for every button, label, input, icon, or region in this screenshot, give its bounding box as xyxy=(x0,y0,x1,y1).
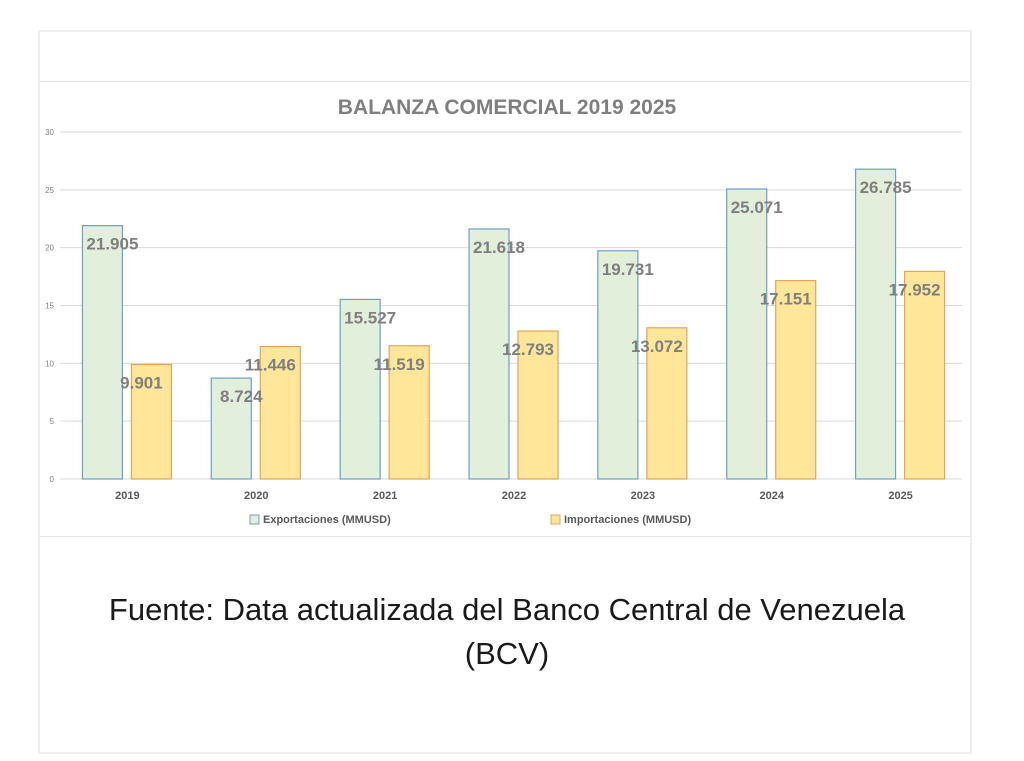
bar-chart: BALANZA COMERCIAL 2019 20250510152025302… xyxy=(45,96,962,526)
bar-importaciones xyxy=(517,330,559,480)
caption-line-1: Fuente: Data actualizada del Banco Centr… xyxy=(108,592,906,627)
legend-label-exportaciones: Exportaciones (MMUSD) xyxy=(263,514,391,526)
x-tick-label: 2022 xyxy=(502,490,526,502)
chart-title: BALANZA COMERCIAL 2019 2025 xyxy=(338,96,677,119)
data-label-importaciones: 13.072 xyxy=(631,337,683,356)
bar-importaciones xyxy=(388,345,430,480)
data-label-exportaciones: 15.527 xyxy=(344,308,396,327)
data-label-exportaciones: 25.071 xyxy=(731,198,783,217)
x-tick-label: 2023 xyxy=(631,490,655,502)
bar-importaciones xyxy=(903,270,946,480)
chart-container: BALANZA COMERCIAL 2019 2025 0 5 10 15 20 25 30 2… xyxy=(40,81,970,537)
y-tick-label: 20 xyxy=(45,244,54,253)
bar-exportaciones xyxy=(339,298,381,480)
bar-importaciones xyxy=(646,327,688,480)
bar-exportaciones xyxy=(468,228,510,480)
bar-importaciones xyxy=(259,346,301,480)
data-label-importaciones: 11.519 xyxy=(374,355,425,374)
bar-exportaciones xyxy=(726,188,768,480)
bar-importaciones xyxy=(775,280,817,480)
bar-importaciones xyxy=(130,363,173,480)
y-tick-label: 15 xyxy=(45,302,54,311)
y-tick-label: 25 xyxy=(45,186,54,195)
data-label-importaciones: 9.901 xyxy=(120,373,163,392)
data-label-importaciones: 17.151 xyxy=(760,290,812,309)
data-label-exportaciones: 26.785 xyxy=(860,178,912,197)
y-tick-label: 0 xyxy=(50,475,55,484)
y-tick-label: 10 xyxy=(45,359,54,368)
y-tick-label: 30 xyxy=(45,128,54,137)
legend-swatch-exportaciones xyxy=(249,514,260,525)
caption-line-2: (BCV) xyxy=(464,636,550,671)
data-label-exportaciones: 8.724 xyxy=(220,387,263,406)
x-tick-label: 2024 xyxy=(759,490,784,502)
bar-exportaciones xyxy=(597,250,639,480)
x-tick-label: 2025 xyxy=(888,490,912,502)
data-label-exportaciones: 21.618 xyxy=(473,238,525,257)
data-label-importaciones: 12.793 xyxy=(502,340,554,359)
data-label-importaciones: 17.952 xyxy=(889,280,941,299)
data-label-exportaciones: 21.905 xyxy=(86,235,138,254)
data-label-exportaciones: 19.731 xyxy=(602,260,654,279)
source-caption: Fuente: Data actualizada del Banco Centr… xyxy=(40,588,974,676)
x-tick-label: 2021 xyxy=(373,490,397,502)
legend-swatch-importaciones xyxy=(550,514,561,525)
x-tick-label: 2020 xyxy=(244,490,268,502)
bar-exportaciones xyxy=(81,225,124,480)
bar-exportaciones xyxy=(854,168,897,480)
bar-exportaciones xyxy=(210,377,252,480)
data-label-importaciones: 11.446 xyxy=(245,356,296,375)
x-tick-label: 2019 xyxy=(115,490,139,502)
y-tick-label: 5 xyxy=(50,417,55,426)
legend-label-importaciones: Importaciones (MMUSD) xyxy=(564,514,691,526)
